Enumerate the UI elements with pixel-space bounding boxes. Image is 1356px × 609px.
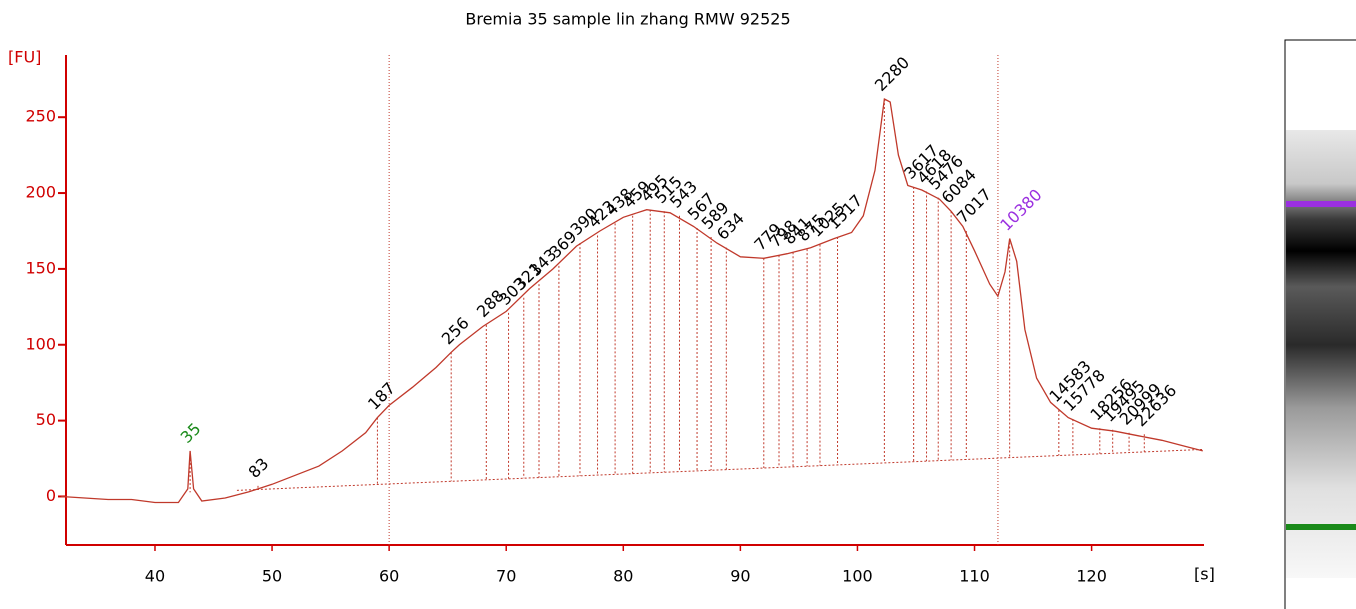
x-tick-label: 50 [262,567,282,586]
peak-label: 2280 [871,53,913,95]
x-tick-label: 90 [730,567,750,586]
baseline [236,448,1203,491]
x-tick-label: 40 [145,567,165,586]
upper-marker-band [1286,201,1356,207]
x-tick-label: 120 [1076,567,1107,586]
peak-label: 83 [245,454,273,482]
y-tick-label: 200 [25,183,56,202]
y-axis-label: [FU] [8,48,41,67]
peak-label: 256 [438,313,473,348]
peak-label: 187 [364,379,399,414]
x-tick-label: 110 [959,567,990,586]
peak-label: 35 [177,419,205,447]
peak-label: 10380 [996,185,1045,234]
y-tick-label: 250 [25,107,56,126]
x-tick-label: 100 [842,567,873,586]
y-tick-label: 100 [25,334,56,353]
y-tick-label: 150 [25,258,56,277]
trace [61,97,1203,504]
x-tick-label: 60 [379,567,399,586]
gel-image [1286,130,1356,578]
gel-lane [1284,39,1356,609]
x-tick-label: 70 [496,567,516,586]
x-tick-label: 80 [613,567,633,586]
y-tick-label: 0 [46,486,56,505]
chart-title: Bremia 35 sample lin zhang RMW 92525 [465,10,790,29]
x-axis-label: [s] [1194,565,1215,584]
lower-marker-band [1286,524,1356,530]
y-tick-label: 50 [36,410,56,429]
peak-label: 1517 [824,191,866,233]
